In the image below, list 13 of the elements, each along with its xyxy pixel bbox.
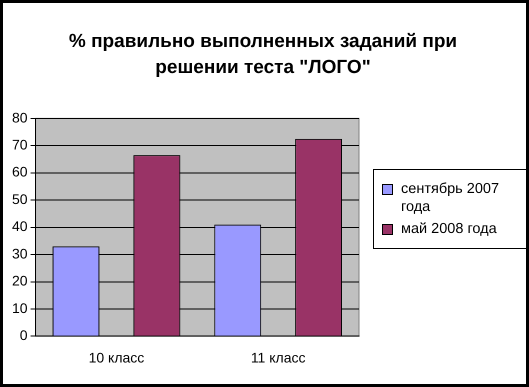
chart-title: % правильно выполненных заданий при решении теста "ЛОГО" bbox=[68, 30, 458, 80]
y-tick-label: 70 bbox=[12, 136, 28, 152]
y-tick-label: 60 bbox=[12, 164, 28, 180]
y-tick-label: 0 bbox=[20, 327, 28, 344]
y-tick-label: 40 bbox=[12, 218, 28, 234]
legend-label: май 2008 года bbox=[401, 220, 497, 238]
y-tick-label: 50 bbox=[12, 190, 28, 207]
y-tick-label: 30 bbox=[12, 245, 28, 262]
x-tick-label: 11 класс bbox=[250, 349, 306, 366]
y-tick-label: 10 bbox=[12, 300, 28, 316]
x-tick-label: 10 класс bbox=[88, 349, 144, 366]
y-tick-label: 80 bbox=[12, 109, 28, 126]
y-tick-label: 20 bbox=[12, 272, 28, 289]
